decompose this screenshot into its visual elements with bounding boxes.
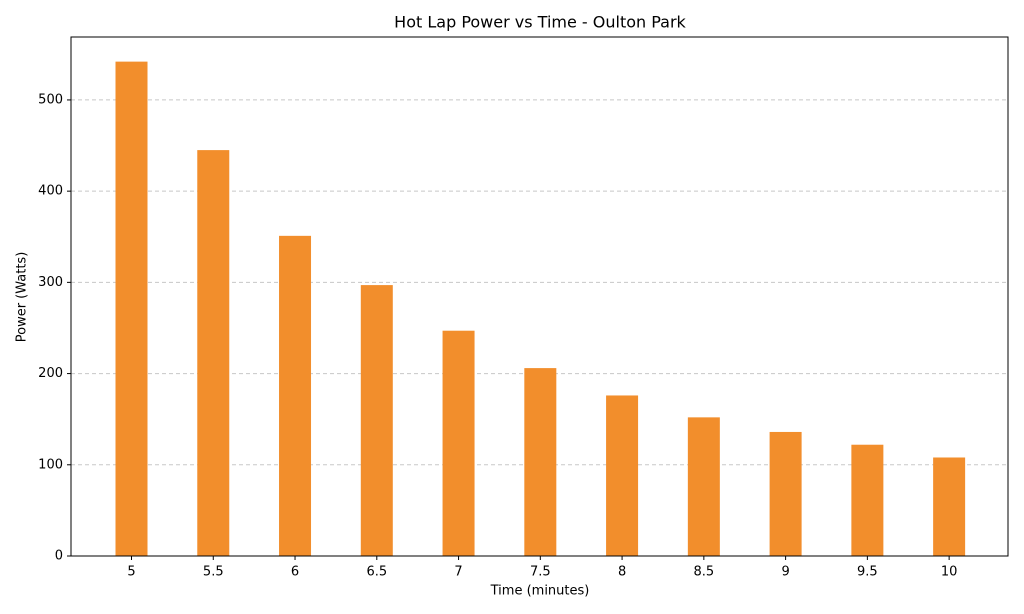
y-tick-label: 0 [55, 549, 63, 564]
x-tick-label: 10 [941, 565, 958, 580]
bar [687, 417, 720, 556]
x-tick-label: 8.5 [693, 565, 714, 580]
plot-frame [70, 36, 1009, 557]
bar [769, 431, 802, 556]
y-tick-label: 400 [38, 184, 63, 199]
x-tick-label: 9.5 [857, 565, 878, 580]
x-tick-label: 5.5 [203, 565, 224, 580]
bar [933, 457, 966, 556]
bar [115, 61, 148, 557]
x-tick-label: 9 [781, 565, 789, 580]
y-tick-label: 200 [38, 366, 63, 381]
bar [442, 330, 475, 556]
bar [524, 368, 557, 556]
y-tick-label: 300 [38, 275, 63, 290]
x-tick-label: 6.5 [366, 565, 387, 580]
y-tick-label: 500 [38, 92, 63, 107]
y-axis-label: Power (Watts) [15, 252, 30, 343]
chart-title: Hot Lap Power vs Time - Oulton Park [394, 13, 686, 32]
x-tick-label: 7.5 [530, 565, 551, 580]
bar [197, 150, 230, 556]
y-tick-label: 100 [38, 457, 63, 472]
x-tick-label: 5 [127, 565, 135, 580]
x-tick-label: 7 [454, 565, 462, 580]
x-axis-label: Time (minutes) [490, 584, 590, 599]
bar [606, 395, 639, 556]
bar [279, 235, 312, 557]
bar [851, 444, 884, 556]
x-tick-label: 8 [618, 565, 626, 580]
x-tick-label: 6 [291, 565, 299, 580]
bar [360, 285, 393, 556]
